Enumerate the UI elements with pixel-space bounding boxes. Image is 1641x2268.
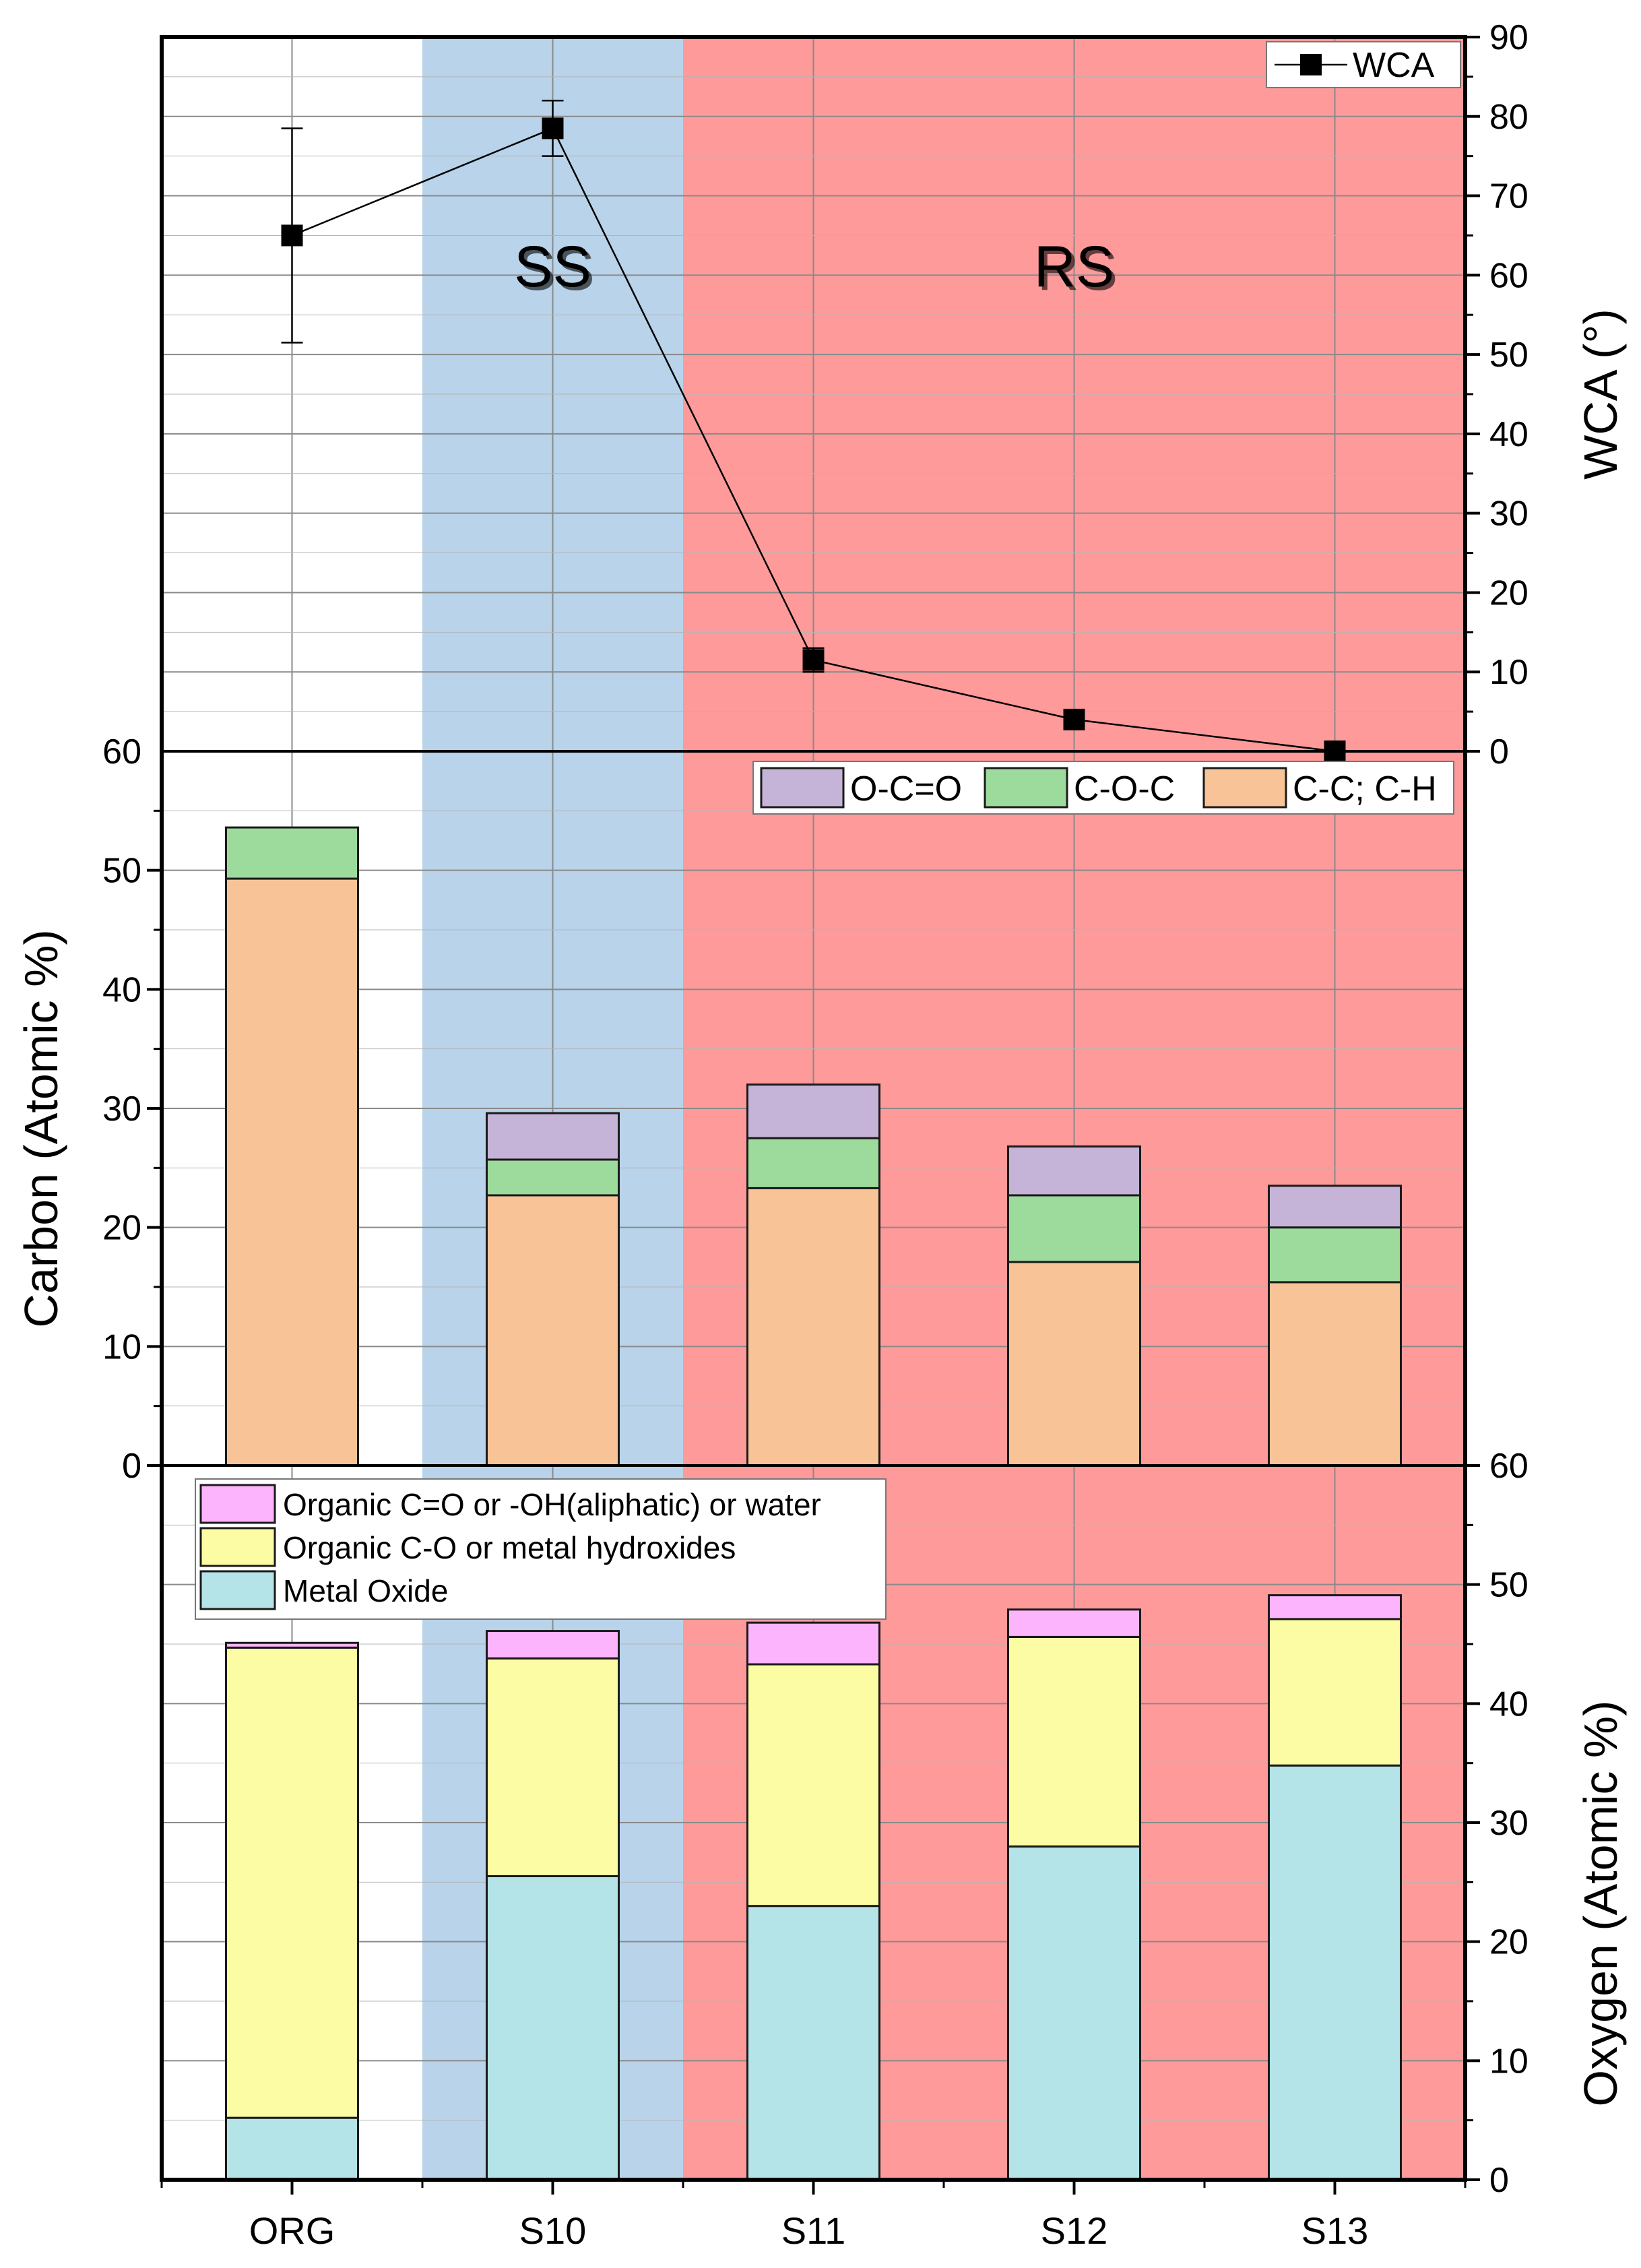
oxygen-bar-s12-organic-c-o-or-oh-aliphatic-or-water bbox=[1007, 1608, 1141, 1638]
wca-tick-label: 50 bbox=[1489, 336, 1529, 375]
carbon-axis-title: Carbon (Atomic %) bbox=[15, 929, 67, 1327]
legends: WCA O-C=O C-O-C C-C; C-H Organic C=O or -OH(… bbox=[195, 41, 1461, 1620]
carbon-legend-swatch bbox=[760, 767, 845, 809]
oxygen-legend-swatch bbox=[199, 1484, 276, 1524]
oxygen-legend-swatch bbox=[199, 1570, 276, 1610]
oxygen-legend-swatch bbox=[199, 1527, 276, 1567]
carbon-legend: O-C=O C-O-C C-C; C-H bbox=[752, 761, 1454, 815]
carbon-legend-swatch bbox=[984, 767, 1068, 809]
oxygen-legend-box bbox=[195, 1478, 887, 1620]
oxygen-bar-s12-organic-c-o-or-metal-hydroxides bbox=[1007, 1635, 1141, 1848]
oxygen-bar-s13-metal-oxide bbox=[1268, 1764, 1402, 2181]
wca-tick-label: 60 bbox=[1489, 256, 1529, 295]
wca-point-org bbox=[281, 224, 303, 247]
carbon-tick-label: 20 bbox=[102, 1209, 141, 1248]
carbon-bar-s13-o-c-o bbox=[1268, 1185, 1402, 1229]
carbon-legend-box bbox=[752, 761, 1454, 815]
carbon-bar-s12-c-o-c bbox=[1007, 1194, 1141, 1263]
region-label-ss: SS bbox=[514, 234, 591, 299]
carbon-bar-s12-c-c-c-h bbox=[1007, 1261, 1141, 1467]
oxygen-legend: Organic C=O or -OH(aliphatic) or water Or… bbox=[195, 1478, 887, 1620]
oxygen-axis-top-label: 60 bbox=[1489, 1447, 1529, 1486]
region-label-rs: RS bbox=[1034, 234, 1114, 299]
carbon-bar-org-c-c-c-h bbox=[225, 877, 359, 1467]
wca-tick-label: 40 bbox=[1489, 415, 1529, 454]
carbon-tick-label: 50 bbox=[102, 852, 141, 891]
wca-line-series bbox=[281, 99, 1346, 762]
region-label-shadow-rs: RS bbox=[1037, 238, 1118, 303]
oxygen-bar-s10-organic-c-o-or-oh-aliphatic-or-water bbox=[486, 1630, 620, 1660]
oxygen-tick-label: 50 bbox=[1489, 1566, 1529, 1605]
wca-tick-label: 10 bbox=[1489, 653, 1529, 692]
wca-legend-marker bbox=[1300, 54, 1322, 75]
wca-tick-label: 90 bbox=[1489, 18, 1529, 57]
carbon-axis-top-label: 60 bbox=[102, 732, 141, 771]
oxygen-bar-s11-organic-c-o-or-oh-aliphatic-or-water bbox=[746, 1621, 880, 1666]
wca-tick-label: 30 bbox=[1489, 495, 1529, 534]
carbon-legend-label: C-O-C bbox=[1074, 769, 1175, 809]
wca-tick-label: 80 bbox=[1489, 98, 1529, 137]
x-tick-label-s13: S13 bbox=[1301, 2209, 1369, 2252]
carbon-bar-s11-c-c-c-h bbox=[746, 1187, 880, 1467]
wca-point-s12 bbox=[1063, 708, 1085, 730]
oxygen-bar-org-organic-c-o-or-oh-aliphatic-or-water bbox=[225, 1641, 359, 1649]
oxygen-axis-title: Oxygen (Atomic %) bbox=[1574, 1701, 1627, 2107]
carbon-bar-s13-c-c-c-h bbox=[1268, 1281, 1402, 1467]
oxygen-tick-label: 20 bbox=[1489, 1923, 1529, 1962]
oxygen-bar-s11-metal-oxide bbox=[746, 1905, 880, 2181]
wca-tick-label: 20 bbox=[1489, 573, 1529, 612]
carbon-tick-label: 30 bbox=[102, 1090, 141, 1129]
carbon-bar-s10-o-c-o bbox=[486, 1112, 620, 1161]
oxygen-bar-org-organic-c-o-or-metal-hydroxides bbox=[225, 1646, 359, 2119]
wca-legend-label: WCA bbox=[1353, 46, 1435, 85]
carbon-bar-s10-c-o-c bbox=[486, 1158, 620, 1197]
oxygen-bar-s12-metal-oxide bbox=[1007, 1845, 1141, 2181]
stacked-bars bbox=[225, 826, 1402, 2181]
wca-axis-title: WCA (°) bbox=[1574, 309, 1627, 480]
region-label-shadow-ss: SS bbox=[517, 238, 595, 303]
carbon-legend-label: O-C=O bbox=[850, 769, 962, 809]
carbon-tick-label: 40 bbox=[102, 970, 141, 1009]
oxygen-bar-s10-metal-oxide bbox=[486, 1875, 620, 2181]
wca-point-s11 bbox=[802, 649, 825, 671]
oxygen-legend-label: Metal Oxide bbox=[283, 1573, 448, 1608]
oxygen-bar-s13-organic-c-o-or-oh-aliphatic-or-water bbox=[1268, 1594, 1402, 1620]
oxygen-bar-s10-organic-c-o-or-metal-hydroxides bbox=[486, 1657, 620, 1877]
carbon-axis-zero-label: 0 bbox=[122, 1447, 141, 1486]
x-tick-label-org: ORG bbox=[249, 2209, 335, 2252]
x-tick-label-s12: S12 bbox=[1041, 2209, 1108, 2252]
carbon-bar-s12-o-c-o bbox=[1007, 1145, 1141, 1197]
oxygen-bar-s13-organic-c-o-or-metal-hydroxides bbox=[1268, 1618, 1402, 1767]
wca-legend: WCA bbox=[1266, 41, 1461, 88]
carbon-bar-s10-c-c-c-h bbox=[486, 1194, 620, 1467]
carbon-bar-s13-c-o-c bbox=[1268, 1226, 1402, 1284]
x-tick-label-s10: S10 bbox=[519, 2209, 587, 2252]
carbon-legend-label: C-C; C-H bbox=[1293, 769, 1437, 809]
carbon-bar-s11-o-c-o bbox=[746, 1083, 880, 1139]
wca-tick-label: 70 bbox=[1489, 177, 1529, 216]
oxygen-bar-org-metal-oxide bbox=[225, 2116, 359, 2181]
x-tick-label-s11: S11 bbox=[781, 2209, 845, 2252]
carbon-tick-label: 0 bbox=[122, 1447, 141, 1486]
oxygen-bar-s11-organic-c-o-or-metal-hydroxides bbox=[746, 1663, 880, 1908]
wca-point-s10 bbox=[542, 117, 564, 139]
axes-and-ticks: 0 10 20 30 40 50 60 70 80 90 60 0 10 20 30 40 50 60 0 10 20 3… bbox=[15, 18, 1627, 2252]
carbon-bar-s11-c-o-c bbox=[746, 1137, 880, 1189]
wca-tick-label: 0 bbox=[1489, 732, 1509, 771]
carbon-tick-label: 10 bbox=[102, 1327, 141, 1366]
oxygen-tick-label: 10 bbox=[1489, 2042, 1529, 2081]
carbon-bar-org-c-o-c bbox=[225, 826, 359, 880]
oxygen-tick-label: 40 bbox=[1489, 1684, 1529, 1724]
carbon-legend-swatch bbox=[1202, 767, 1287, 809]
oxygen-tick-label: 30 bbox=[1489, 1804, 1529, 1843]
oxygen-legend-label: Organic C=O or -OH(aliphatic) or water bbox=[283, 1487, 821, 1522]
oxygen-legend-label: Organic C-O or metal hydroxides bbox=[283, 1530, 736, 1565]
oxygen-tick-label: 0 bbox=[1489, 2161, 1509, 2200]
